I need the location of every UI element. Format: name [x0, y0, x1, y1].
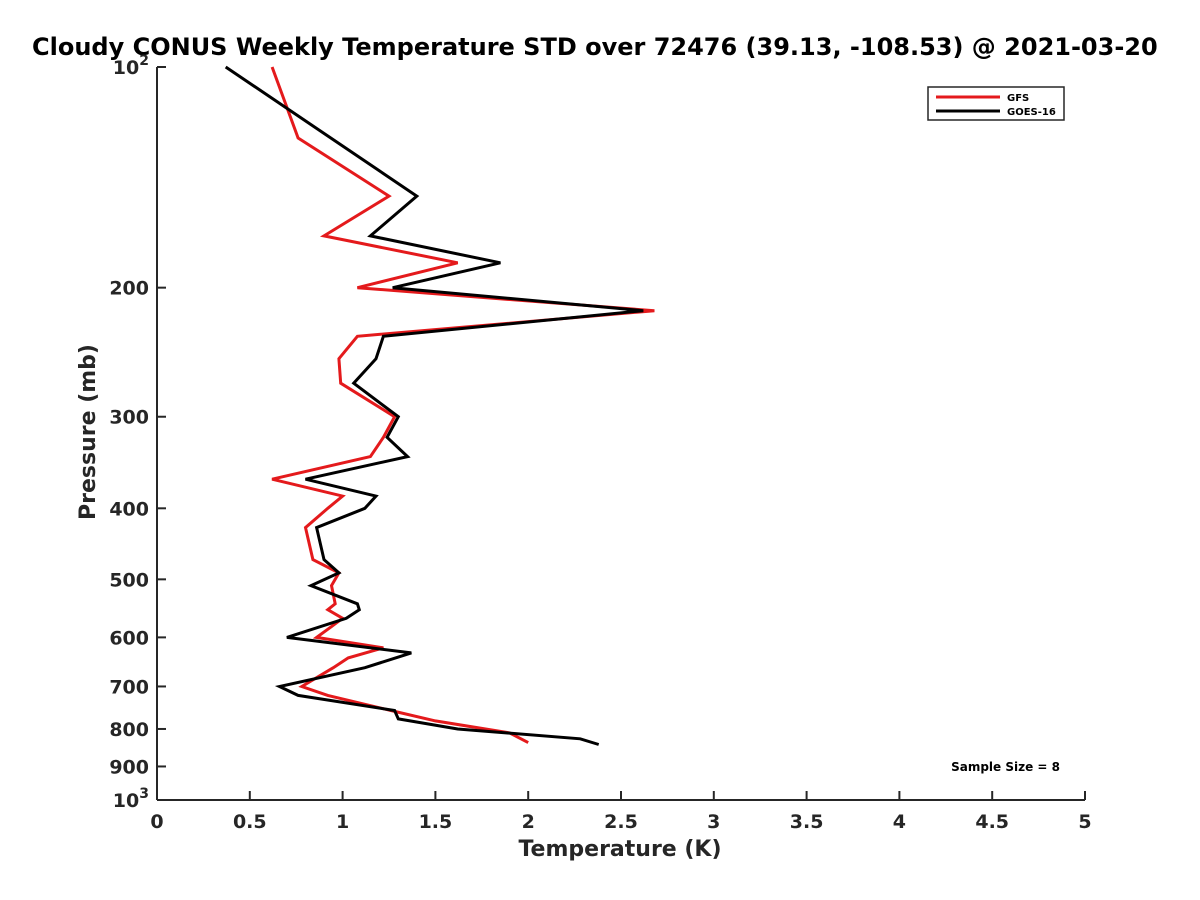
legend-label: GOES-16 [1007, 107, 1056, 118]
x-tick-label: 0 [150, 811, 163, 833]
x-tick-label: 2.5 [604, 811, 638, 833]
y-tick-label: 300 [109, 407, 149, 429]
legend-label: GFS [1007, 93, 1029, 104]
y-tick-label: 600 [109, 627, 149, 649]
y-tick-label: 500 [109, 569, 149, 591]
axes: 0 0.5 1 1.5 2 2.5 3 3.5 4 4.5 5 102 200 300 400 500 600 7… [109, 53, 1091, 833]
x-tick-label: 1 [336, 811, 349, 833]
series-line-goes-16 [224, 65, 644, 746]
x-tick-label: 3 [707, 811, 720, 833]
y-tick-label: 800 [109, 719, 149, 741]
legend-box [927, 86, 1065, 121]
y-tick-label: 102 [113, 53, 149, 79]
legend: GFS GOES-16 [927, 86, 1065, 121]
x-tick-label: 1.5 [419, 811, 453, 833]
x-tick-label: 4 [893, 811, 906, 833]
y-tick-label: 103 [113, 786, 149, 812]
x-axis-label: Temperature (K) [518, 837, 721, 862]
y-tick-label: 200 [109, 278, 149, 300]
x-tick-label: 4.5 [975, 811, 1009, 833]
x-tick-label: 3.5 [790, 811, 824, 833]
y-tick-label: 900 [109, 756, 149, 778]
y-tick-label: 400 [109, 498, 149, 520]
y-axis-label: Pressure (mb) [76, 344, 101, 520]
x-tick-label: 0.5 [233, 811, 267, 833]
x-tick-label: 5 [1078, 811, 1091, 833]
chart-title: Cloudy CONUS Weekly Temperature STD over… [32, 33, 1158, 61]
plot-area [224, 65, 655, 746]
sample-size-annotation: Sample Size = 8 [951, 760, 1060, 774]
x-tick-label: 2 [522, 811, 535, 833]
y-tick-label: 700 [109, 676, 149, 698]
